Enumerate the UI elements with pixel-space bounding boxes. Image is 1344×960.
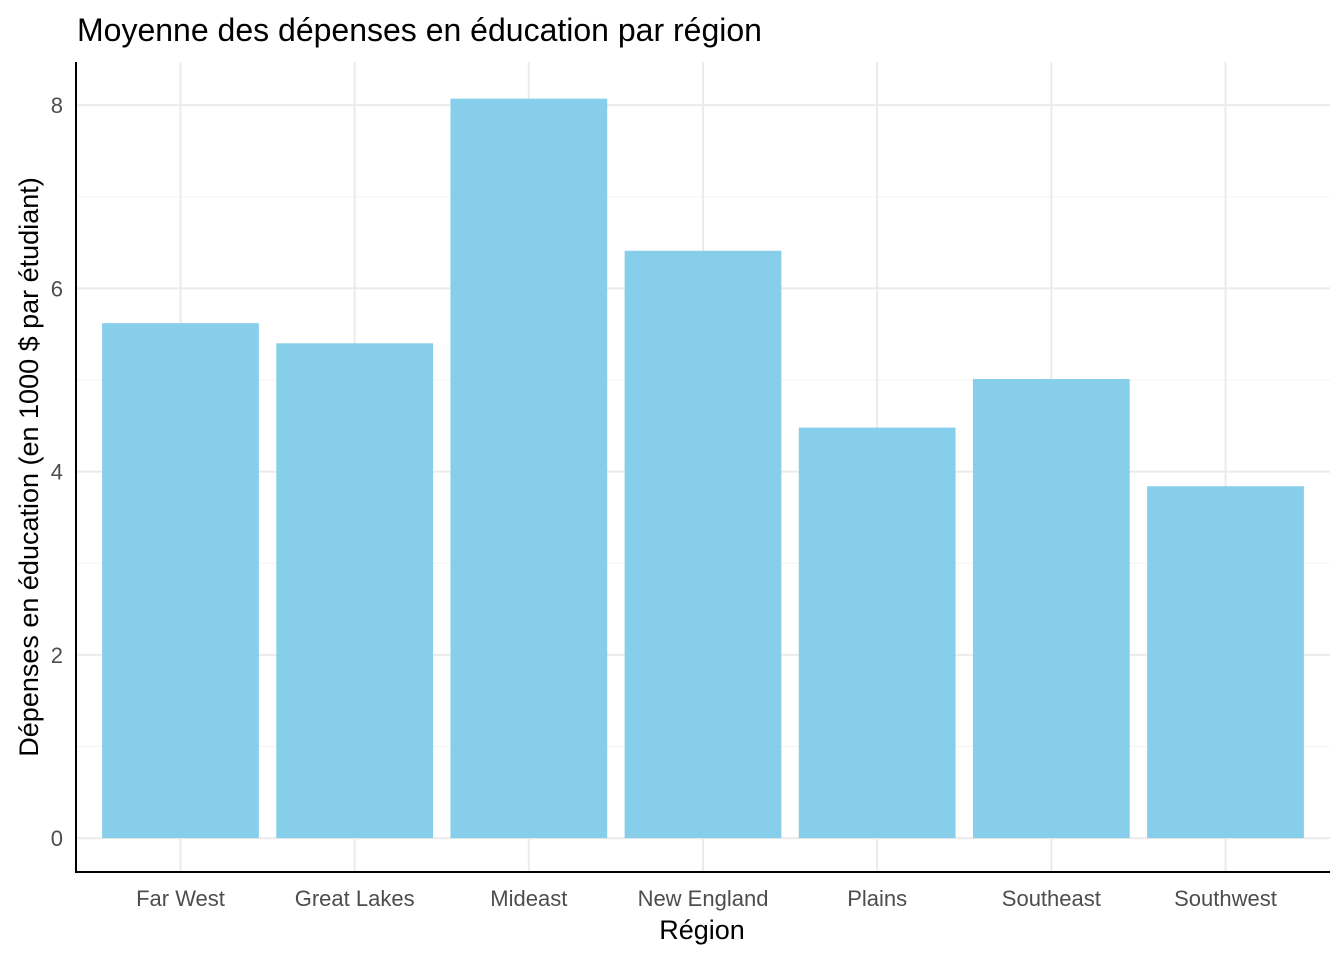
bar-southwest bbox=[1147, 486, 1304, 839]
bar-far-west bbox=[102, 323, 259, 839]
x-tick-label: Mideast bbox=[490, 886, 567, 911]
x-tick-label: Far West bbox=[136, 886, 225, 911]
x-tick-label: Southeast bbox=[1002, 886, 1101, 911]
bar-mideast bbox=[450, 98, 608, 839]
bar-southeast bbox=[972, 379, 1130, 839]
x-tick-labels: Far West Great Lakes Mideast New England Pla… bbox=[136, 886, 1277, 911]
y-tick-label: 6 bbox=[51, 276, 63, 301]
y-tick-label: 0 bbox=[51, 826, 63, 851]
x-tick-label: Southwest bbox=[1174, 886, 1277, 911]
y-tick-label: 4 bbox=[51, 460, 63, 485]
bar-plains bbox=[798, 427, 956, 839]
x-tick-label: Plains bbox=[847, 886, 907, 911]
chart-title: Moyenne des dépenses en éducation par ré… bbox=[77, 12, 762, 48]
y-tick-label: 2 bbox=[51, 643, 63, 668]
x-axis-title: Région bbox=[659, 915, 745, 945]
x-tick-label: New England bbox=[638, 886, 769, 911]
y-tick-labels: 0 2 4 6 8 bbox=[51, 93, 63, 851]
x-tick-label: Great Lakes bbox=[295, 886, 415, 911]
bar-new-england bbox=[624, 250, 782, 839]
bars bbox=[102, 98, 1304, 839]
bar-great-lakes bbox=[276, 343, 434, 839]
y-axis-title: Dépenses en éducation (en 1000 $ par étu… bbox=[14, 177, 44, 756]
y-tick-label: 8 bbox=[51, 93, 63, 118]
